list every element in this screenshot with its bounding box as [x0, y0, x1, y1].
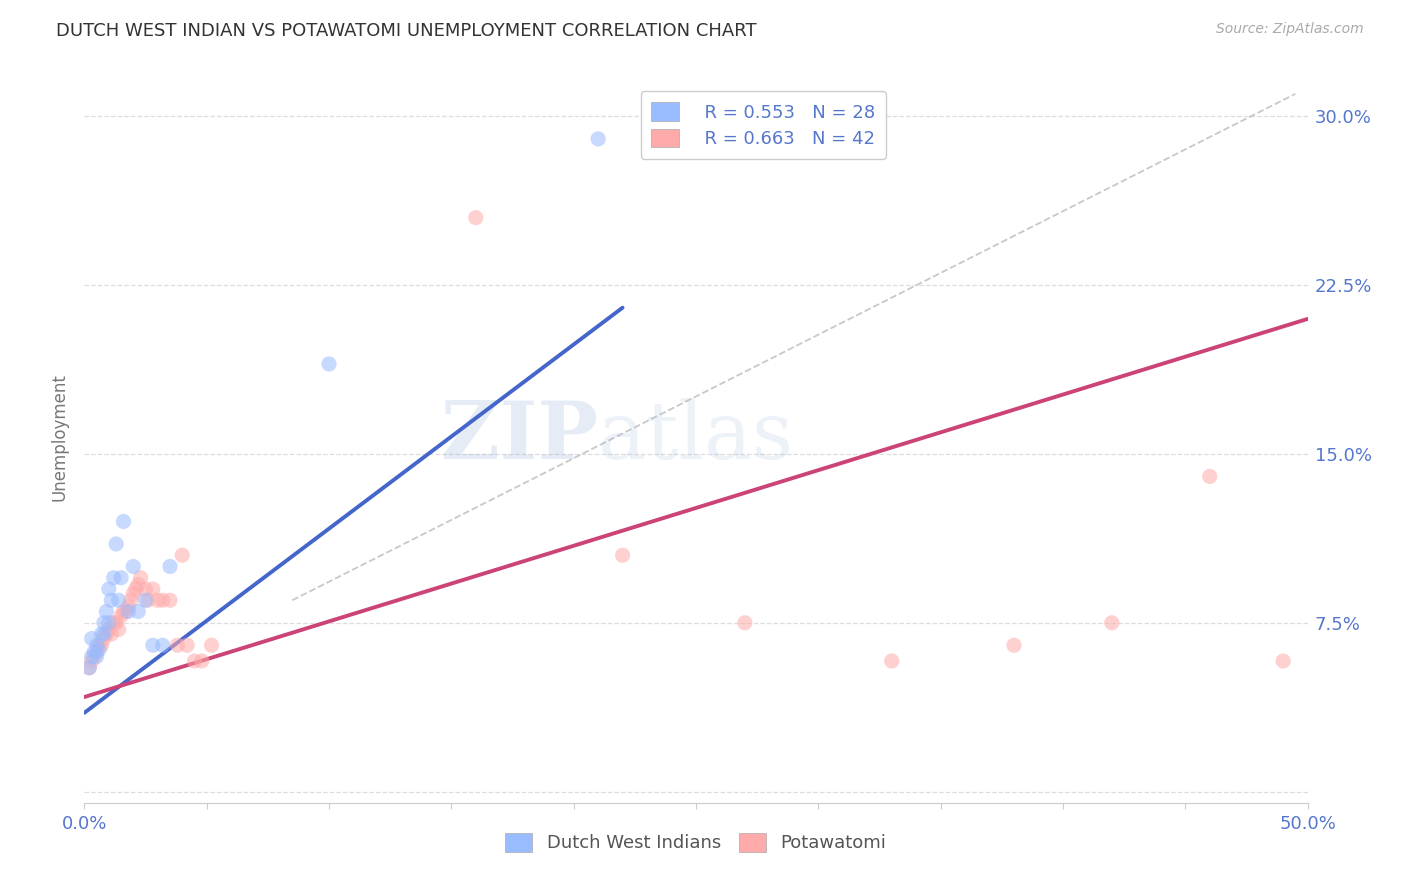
Point [77, 661, 100, 675]
Point [117, 605, 139, 619]
Point [127, 577, 149, 591]
Point [159, 593, 181, 607]
Point [117, 599, 139, 614]
Point [166, 638, 188, 652]
Point [80, 649, 103, 664]
Text: DUTCH WEST INDIAN VS POTAWATOMI UNEMPLOYMENT CORRELATION CHART: DUTCH WEST INDIAN VS POTAWATOMI UNEMPLOY… [56, 22, 756, 40]
Point [110, 571, 132, 585]
Point [80, 654, 103, 668]
Point [172, 548, 194, 562]
Text: Source: ZipAtlas.com: Source: ZipAtlas.com [1216, 22, 1364, 37]
Point [159, 559, 181, 574]
Point [90, 638, 112, 652]
Point [96, 627, 118, 641]
Point [87, 642, 110, 657]
Point [1101, 615, 1123, 630]
Point [115, 605, 138, 619]
Point [103, 571, 125, 585]
Point [142, 582, 165, 596]
Point [127, 605, 149, 619]
Point [464, 211, 486, 225]
Point [612, 548, 634, 562]
Point [103, 615, 125, 630]
Point [86, 645, 108, 659]
Point [191, 654, 214, 668]
Point [105, 615, 128, 630]
Point [93, 627, 115, 641]
Point [77, 661, 100, 675]
Point [146, 593, 169, 607]
Text: ZIP: ZIP [441, 398, 598, 476]
Point [96, 605, 118, 619]
Point [135, 582, 157, 596]
Point [87, 638, 110, 652]
Point [97, 582, 120, 596]
Point [100, 627, 122, 641]
Point [122, 559, 145, 574]
Point [176, 638, 198, 652]
Point [152, 638, 174, 652]
Point [90, 627, 112, 641]
Point [142, 638, 165, 652]
Point [93, 615, 115, 630]
Point [183, 654, 205, 668]
Point [1002, 638, 1025, 652]
Point [880, 654, 903, 668]
Point [318, 357, 340, 371]
Point [120, 593, 142, 607]
Point [83, 649, 105, 664]
Point [107, 593, 129, 607]
Point [93, 632, 115, 646]
Point [86, 649, 108, 664]
Y-axis label: Unemployment: Unemployment [51, 373, 69, 501]
Point [152, 593, 174, 607]
Point [200, 638, 222, 652]
Point [1272, 654, 1295, 668]
Point [107, 623, 129, 637]
Point [110, 609, 132, 624]
Point [112, 515, 135, 529]
Legend: Dutch West Indians, Potawatomi: Dutch West Indians, Potawatomi [498, 826, 894, 860]
Point [1198, 469, 1220, 483]
Point [734, 615, 756, 630]
Point [100, 593, 122, 607]
Point [80, 632, 103, 646]
Point [86, 638, 108, 652]
Point [135, 593, 157, 607]
Text: atlas: atlas [598, 398, 793, 476]
Point [136, 593, 159, 607]
Point [97, 623, 120, 637]
Point [97, 615, 120, 630]
Point [586, 132, 609, 146]
Point [112, 605, 135, 619]
Point [125, 582, 148, 596]
Point [122, 586, 145, 600]
Point [83, 645, 105, 659]
Point [129, 571, 152, 585]
Point [105, 537, 128, 551]
